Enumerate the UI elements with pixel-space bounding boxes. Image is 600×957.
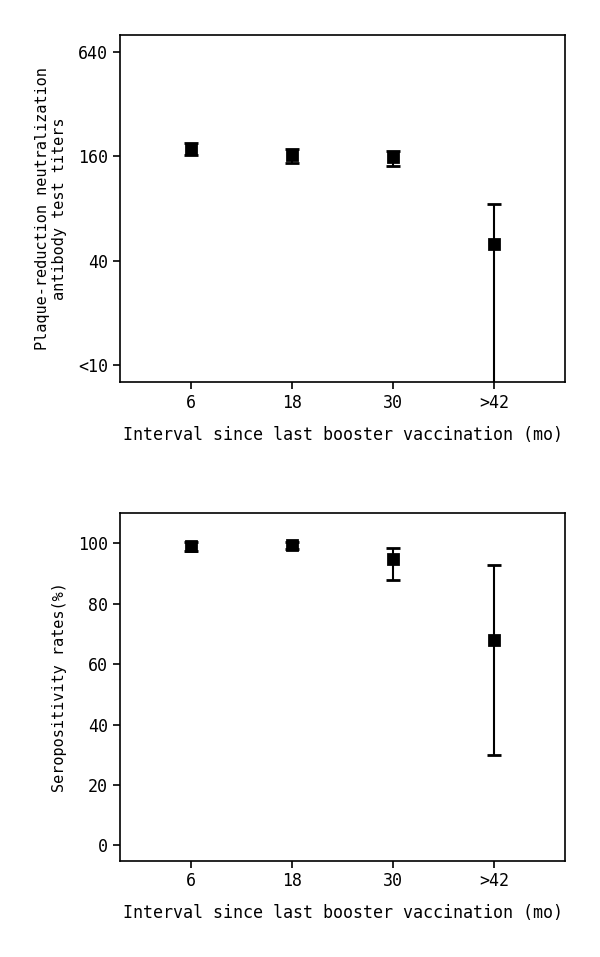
X-axis label: Interval since last booster vaccination (mo): Interval since last booster vaccination … [122, 426, 563, 444]
X-axis label: Interval since last booster vaccination (mo): Interval since last booster vaccination … [122, 904, 563, 923]
Y-axis label: Seropositivity rates(%): Seropositivity rates(%) [52, 582, 67, 791]
Y-axis label: Plaque-reduction neutralization
antibody test titers: Plaque-reduction neutralization antibody… [35, 67, 67, 350]
